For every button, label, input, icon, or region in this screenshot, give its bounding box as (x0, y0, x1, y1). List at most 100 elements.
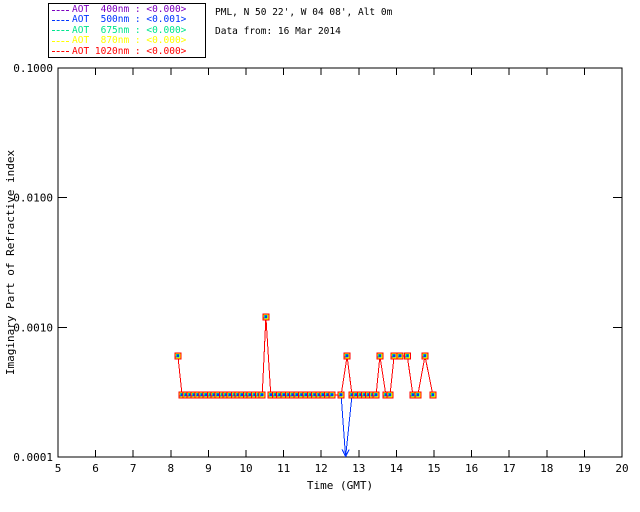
marker-layer-500 (241, 393, 244, 396)
data-date: Data from: 16 Mar 2014 (215, 26, 341, 37)
marker-layer-500 (431, 393, 435, 396)
legend-label-675nm: AOT 675nm : <0.000> (72, 24, 187, 36)
marker-layer-500 (261, 393, 264, 396)
marker-layer-500 (201, 393, 204, 396)
marker-layer-500 (416, 393, 420, 396)
marker-layer-400 (430, 395, 432, 397)
marker-layer-500 (278, 393, 281, 396)
marker-layer-500 (287, 393, 290, 396)
x-tick-label: 13 (352, 462, 365, 475)
marker-layer-400 (316, 395, 318, 397)
y-axis-title: Imaginary Part of Refractive index (4, 150, 17, 376)
marker-layer-500 (291, 393, 294, 396)
y-tick-label: 0.1000 (13, 62, 53, 75)
marker-layer-400 (357, 395, 360, 397)
marker-layer-400 (227, 395, 230, 397)
marker-layer-500 (389, 393, 392, 396)
marker-layer-400 (344, 356, 346, 358)
marker-layer-400 (251, 395, 254, 397)
marker-layer-400 (415, 395, 417, 397)
marker-layer-400 (239, 395, 242, 397)
marker-layer-500 (229, 393, 232, 396)
marker-layer-400 (422, 356, 424, 358)
x-tick-label: 19 (578, 462, 591, 475)
marker-layer-500 (274, 393, 277, 396)
marker-layer-400 (268, 395, 270, 397)
marker-layer-500 (193, 393, 196, 396)
marker-layer-400 (175, 356, 177, 358)
marker-layer-500 (264, 315, 268, 318)
legend-dash-1020nm-icon (52, 51, 69, 53)
marker-layer-500 (399, 354, 402, 357)
marker-layer-400 (199, 395, 201, 397)
marker-layer-400 (298, 395, 301, 397)
legend-item-aot-400nm: AOT 400nm : <0.000> (52, 4, 203, 15)
marker-layer-400 (219, 395, 222, 397)
marker-layer-400 (338, 395, 340, 397)
x-tick-label: 10 (239, 462, 252, 475)
x-tick-label: 12 (315, 462, 328, 475)
marker-layer-500 (375, 393, 378, 396)
marker-layer-500 (245, 393, 248, 396)
marker-layer-400 (243, 395, 246, 397)
legend-item-aot-500nm: AOT 500nm : <0.001> (52, 14, 203, 26)
dip-clip-arrow-icon (345, 449, 350, 457)
marker-layer-500 (300, 393, 303, 396)
marker-layer-500 (331, 393, 334, 396)
marker-layer-500 (317, 393, 321, 396)
marker-layer-500 (378, 354, 382, 357)
marker-layer-500 (188, 393, 192, 396)
marker-layer-400 (187, 395, 189, 397)
legend-item-aot-870nm: AOT 870nm : <0.000> (52, 35, 203, 46)
marker-layer-500 (237, 393, 240, 396)
x-axis-title: Time (GMT) (307, 479, 373, 492)
marker-layer-400 (370, 395, 372, 397)
y-tick-label: 0.0001 (13, 451, 53, 464)
marker-layer-500 (185, 393, 188, 396)
x-tick-label: 14 (390, 462, 404, 475)
marker-layer-400 (362, 395, 364, 397)
marker-layer-500 (384, 393, 388, 396)
marker-layer-500 (269, 393, 273, 396)
marker-layer-400 (329, 395, 331, 397)
x-tick-label: 20 (615, 462, 628, 475)
marker-layer-500 (411, 393, 415, 396)
marker-layer-500 (253, 393, 256, 396)
marker-layer-500 (282, 393, 286, 396)
marker-layer-400 (207, 395, 210, 397)
legend-label-1020nm: AOT 1020nm : <0.000> (72, 45, 187, 57)
marker-layer-500 (406, 354, 409, 357)
x-tick-label: 8 (167, 462, 174, 475)
marker-layer-400 (211, 395, 213, 397)
marker-layer-400 (377, 356, 379, 358)
marker-layer-400 (373, 395, 375, 397)
x-tick-label: 5 (55, 462, 62, 475)
x-tick-label: 9 (205, 462, 212, 475)
marker-layer-500 (213, 393, 216, 396)
marker-layer-500 (217, 393, 220, 396)
marker-layer-500 (355, 393, 358, 396)
x-tick-label: 15 (427, 462, 440, 475)
marker-layer-500 (322, 393, 325, 396)
legend-dash-675nm-icon (52, 30, 69, 32)
marker-layer-500 (197, 393, 200, 396)
marker-layer-500 (326, 393, 329, 396)
marker-layer-400 (312, 395, 314, 397)
marker-layer-500 (309, 393, 312, 396)
marker-layer-500 (209, 393, 212, 396)
marker-layer-500 (205, 393, 208, 396)
marker-layer-500 (346, 354, 349, 357)
marker-layer-400 (353, 395, 355, 397)
x-tick-label: 17 (503, 462, 516, 475)
site-header: PML, N 50 22', W 04 08', Alt 0m Data fro… (215, 5, 392, 43)
dip-clip-arrow-icon (341, 449, 347, 457)
legend-item-aot-675nm: AOT 675nm : <0.000> (52, 24, 203, 36)
marker-layer-500 (225, 393, 228, 396)
marker-layer-400 (247, 395, 249, 397)
y-tick-label: 0.0010 (13, 321, 53, 334)
marker-layer-500 (257, 393, 260, 396)
y-tick-label: 0.0100 (13, 192, 53, 205)
marker-layer-400 (263, 317, 265, 319)
marker-layer-400 (387, 395, 389, 397)
legend-label-500nm: AOT 500nm : <0.001> (72, 14, 187, 26)
